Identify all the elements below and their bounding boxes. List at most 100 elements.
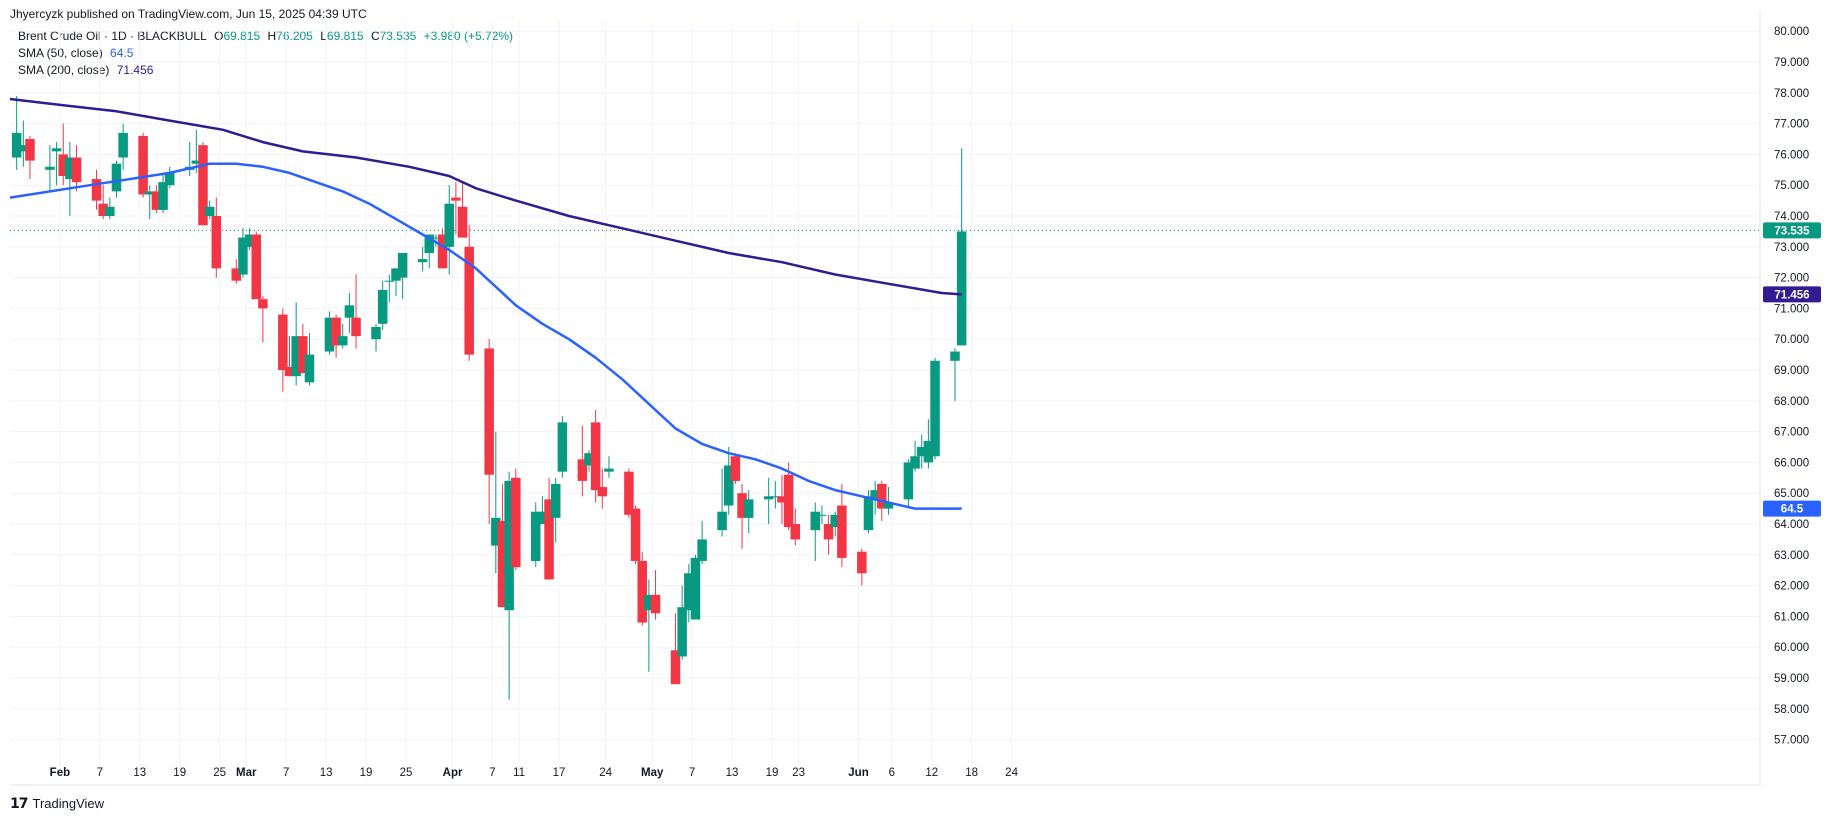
x-tick-label: 7 xyxy=(283,767,289,779)
candle-down xyxy=(91,179,102,201)
candle-up xyxy=(550,483,561,518)
x-tick-label: 7 xyxy=(489,767,495,779)
candle-down xyxy=(298,336,308,374)
sma50-value: 64.5 xyxy=(110,46,134,60)
candle-up xyxy=(604,468,614,472)
candle-up xyxy=(717,511,727,531)
candle-down xyxy=(630,508,641,561)
candle-up xyxy=(291,336,301,377)
candle-up xyxy=(11,132,22,158)
candle-up xyxy=(491,517,501,546)
candle-up xyxy=(338,336,348,346)
y-tick-label: 71.000 xyxy=(1774,303,1809,315)
x-tick-label: May xyxy=(641,767,664,779)
sma200-price-tag-bg xyxy=(1763,286,1821,303)
tradingview-logo-text: TradingView xyxy=(32,796,105,811)
last-price-tag-bg xyxy=(1763,222,1821,239)
y-tick-label: 72.000 xyxy=(1774,273,1809,285)
y-tick-label: 69.000 xyxy=(1774,365,1809,377)
x-tick-label: 23 xyxy=(792,767,805,779)
candle-up xyxy=(417,259,428,263)
candle-up xyxy=(883,502,894,509)
candle-down xyxy=(284,366,295,377)
candle-down xyxy=(211,216,222,269)
candle-up xyxy=(763,496,774,500)
candle-up xyxy=(204,206,215,217)
candle-down xyxy=(790,524,801,540)
last-price-tag: 73.535 xyxy=(1774,225,1810,237)
candle-up xyxy=(431,237,441,239)
candle-down xyxy=(464,246,474,355)
candle-down xyxy=(138,135,148,195)
candle-up xyxy=(530,511,541,561)
y-tick-label: 75.000 xyxy=(1774,180,1809,192)
open-value: 69.815 xyxy=(223,29,261,43)
open-label: O xyxy=(214,29,224,43)
candle-up xyxy=(118,132,128,158)
candle-down xyxy=(590,422,601,491)
y-tick-label: 70.000 xyxy=(1774,334,1809,346)
x-tick-label: 7 xyxy=(97,767,103,779)
candle-up xyxy=(304,354,315,383)
tradingview-logo[interactable]: 𝟭𝟳 TradingView xyxy=(10,795,104,812)
candle-down xyxy=(877,483,887,509)
candle-down xyxy=(783,474,794,528)
x-tick-label: Jun xyxy=(848,767,868,779)
y-tick-label: 77.000 xyxy=(1774,119,1809,131)
x-tick-label: 12 xyxy=(925,767,938,779)
y-tick-label: 76.000 xyxy=(1774,149,1809,161)
candle-up xyxy=(424,234,435,253)
candle-up xyxy=(377,289,388,324)
candle-up xyxy=(584,453,594,466)
candle-up xyxy=(930,360,940,457)
y-tick-label: 65.000 xyxy=(1774,488,1809,500)
candle-up xyxy=(770,496,781,498)
y-tick-label: 73.000 xyxy=(1774,242,1809,254)
sma200-line xyxy=(9,97,962,296)
y-tick-label: 74.000 xyxy=(1774,211,1809,223)
high-value: 76.205 xyxy=(276,29,313,43)
candle-down xyxy=(730,456,741,481)
price-chart[interactable]: 57.000 58.000 59.000 60.000 61.000 62.000 63.0… xyxy=(0,0,1835,790)
candle-up xyxy=(677,607,687,657)
change-value: +3.980 (+5.72%) xyxy=(423,29,514,43)
x-tick-label: Feb xyxy=(50,767,70,779)
y-tick-label: 67.000 xyxy=(1774,427,1809,439)
sma50-line xyxy=(9,162,962,510)
candle-up xyxy=(145,191,155,195)
candle-up xyxy=(18,145,29,152)
x-tick-label: 24 xyxy=(1005,767,1018,779)
low-value: 69.815 xyxy=(326,29,364,43)
candle-down xyxy=(278,314,288,371)
x-tick-label: 13 xyxy=(133,767,146,779)
y-tick-label: 80.000 xyxy=(1774,26,1809,38)
candle-up xyxy=(238,237,248,275)
y-tick-label: 58.000 xyxy=(1774,704,1809,716)
candle-down xyxy=(823,524,834,540)
x-tick-label: 7 xyxy=(689,767,695,779)
candle-down xyxy=(670,650,681,685)
sma200-legend[interactable]: SMA (200, close) 71.456 xyxy=(18,63,157,77)
candle-down xyxy=(331,317,341,346)
y-tick-label: 66.000 xyxy=(1774,457,1809,469)
candle-down xyxy=(457,206,468,238)
candle-up xyxy=(830,514,840,528)
candle-down xyxy=(198,145,208,226)
candle-up xyxy=(111,163,122,192)
candle-up xyxy=(644,594,654,611)
close-value: 73.535 xyxy=(379,29,417,43)
candle-up xyxy=(51,148,62,152)
candle-up xyxy=(684,573,694,611)
candle-down xyxy=(637,560,647,623)
publish-caption: Jhyercyzk published on TradingView.com, … xyxy=(10,7,367,21)
symbol-title: Brent Crude Oil · 1D · BLACKBULL xyxy=(18,29,207,43)
candle-down xyxy=(351,317,361,337)
candle-up xyxy=(164,172,175,186)
low-label: L xyxy=(320,29,327,43)
candle-up xyxy=(371,326,381,340)
candle-up xyxy=(391,268,401,281)
y-tick-label: 64.000 xyxy=(1774,519,1809,531)
candle-up xyxy=(810,511,821,531)
sma50-price-tag: 64.5 xyxy=(1781,504,1804,516)
candle-down xyxy=(857,551,867,574)
